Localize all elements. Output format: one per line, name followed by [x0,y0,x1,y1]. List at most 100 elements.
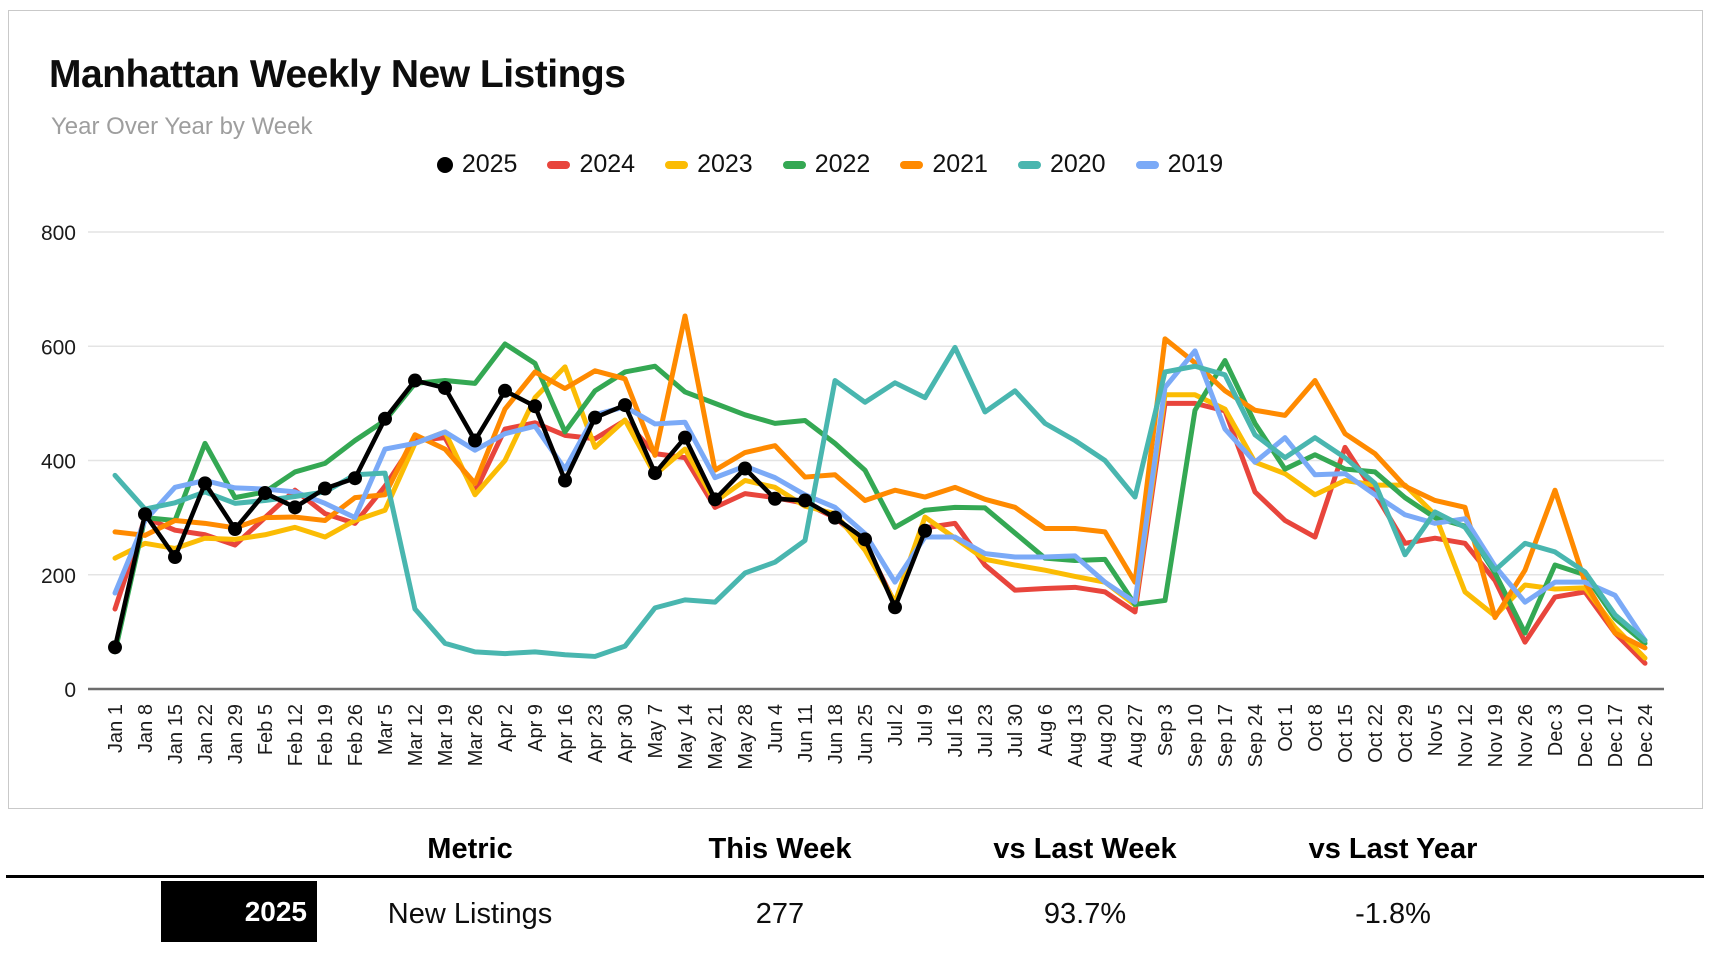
chart-card: Manhattan Weekly New Listings Year Over … [8,10,1703,809]
line-chart: 0 200 400 600 800 Jan 1 Jan 8 Jan 15 Jan 22 Jan 2… [41,222,1664,770]
x-tick-label: Jan 1 [105,704,127,753]
legend-swatch-2019 [1135,160,1159,169]
chart-legend: 2025 2024 2023 2022 2021 2020 2019 [0,150,1660,179]
x-tick-label: Nov 5 [1425,704,1447,756]
legend-swatch-2020 [1017,160,1041,169]
chart-subtitle: Year Over Year by Week [51,113,313,140]
data-point-2025 [348,471,362,486]
data-point-2025 [138,507,152,522]
x-tick-label: Jan 22 [195,704,217,764]
x-tick-label: Apr 30 [615,704,637,763]
x-tick-label: Mar 26 [465,704,487,766]
data-point-2025 [528,399,542,414]
x-tick-label: May 28 [735,704,757,770]
x-tick-label: May 7 [645,704,667,758]
x-tick-label: May 21 [705,704,727,770]
cell-metric: New Listings [387,898,553,930]
y-tick-label: 600 [41,336,76,359]
data-point-2025 [408,373,422,388]
x-tick-label: Oct 22 [1365,704,1387,763]
legend-item-2022: 2022 [782,150,870,179]
data-point-2025 [828,510,842,525]
table-header-vs-last-year: vs Last Year [1308,833,1478,865]
legend-swatch-2021 [900,160,924,169]
legend-label-2021: 2021 [932,150,988,178]
x-tick-label: Feb 12 [285,704,307,766]
x-tick-label: Nov 12 [1455,704,1477,767]
x-tick-label: Jul 16 [945,704,967,757]
x-tick-label: Nov 26 [1515,704,1537,767]
x-tick-label: Feb 26 [345,704,367,766]
legend-label-2019: 2019 [1167,150,1224,178]
y-tick-label: 200 [41,565,76,588]
legend-item-2020: 2020 [1017,150,1106,179]
x-tick-label: Dec 10 [1575,704,1597,767]
x-tick-label: Oct 1 [1275,704,1297,752]
x-tick-label: Jan 8 [135,704,157,753]
x-tick-label: Jun 18 [825,704,847,764]
data-point-2025 [168,550,182,565]
legend-item-2021: 2021 [900,150,988,179]
data-point-2025 [228,522,242,537]
data-point-2025 [888,600,902,615]
legend-item-2024: 2024 [547,150,635,179]
data-point-2025 [798,493,812,508]
cell-vs-last-week: 93.7% [1043,898,1127,930]
x-tick-label: Jun 11 [795,704,817,763]
legend-label-2020: 2020 [1049,150,1106,178]
x-tick-label: Jul 9 [915,704,937,746]
legend-swatch-2022 [782,160,806,169]
x-tick-label: Feb 19 [315,704,337,766]
data-point-2025 [378,411,392,426]
table-header-vs-last-week: vs Last Week [993,833,1177,865]
data-point-2025 [468,433,482,448]
x-tick-label: Sep 24 [1245,704,1267,767]
data-point-2025 [708,492,722,507]
data-point-2025 [768,491,782,506]
y-tick-label: 400 [41,451,76,474]
series-line-2021 [112,313,1648,651]
data-point-2025 [288,500,302,515]
legend-item-2019: 2019 [1135,150,1224,179]
series-line-2019 [112,348,1648,643]
x-tick-label: Dec 3 [1545,704,1567,756]
x-tick-label: Oct 8 [1305,704,1327,752]
legend-label-2023: 2023 [697,150,753,178]
cell-this-week: 277 [755,898,805,930]
data-point-2025 [438,380,452,395]
x-tick-label: Oct 15 [1335,704,1357,763]
x-tick-label: Jan 29 [225,704,247,764]
x-tick-label: Nov 19 [1485,704,1507,767]
series-line-2025 [112,378,928,650]
legend-label-2025: 2025 [461,150,518,178]
x-tick-label: Jun 4 [765,704,787,753]
data-point-2025 [858,532,872,547]
x-tick-label: Mar 19 [435,704,457,766]
x-tick-label: Jul 23 [975,704,997,757]
legend-swatch-2024 [547,160,571,169]
legend-swatch-2023 [665,160,689,169]
x-tick-label: Jan 15 [165,704,187,764]
x-tick-label: Dec 24 [1635,704,1657,767]
x-tick-label: Jul 2 [885,704,907,746]
x-tick-label: Apr 9 [525,704,547,752]
y-tick-label: 0 [64,679,76,702]
legend-swatch-2025 [436,156,453,173]
x-tick-label: Feb 5 [255,704,277,755]
data-point-2025 [648,466,662,481]
legend-item-2023: 2023 [665,150,753,179]
x-tick-label: Apr 23 [585,704,607,763]
x-tick-label: Aug 27 [1125,704,1147,767]
x-tick-label: Sep 3 [1155,704,1177,756]
series-line-2020 [112,344,1648,659]
x-tick-label: Apr 16 [555,704,577,763]
x-tick-label: Sep 10 [1185,704,1207,767]
data-point-2025 [738,461,752,476]
data-point-2025 [198,476,212,491]
year-badge: 2025 [161,881,317,942]
series-line-2022 [112,341,1648,655]
x-tick-label: Aug 20 [1095,704,1117,767]
x-tick-label: Sep 17 [1215,704,1237,767]
x-tick-label: Aug 13 [1065,704,1087,767]
table-header-this-week: This Week [708,833,852,865]
